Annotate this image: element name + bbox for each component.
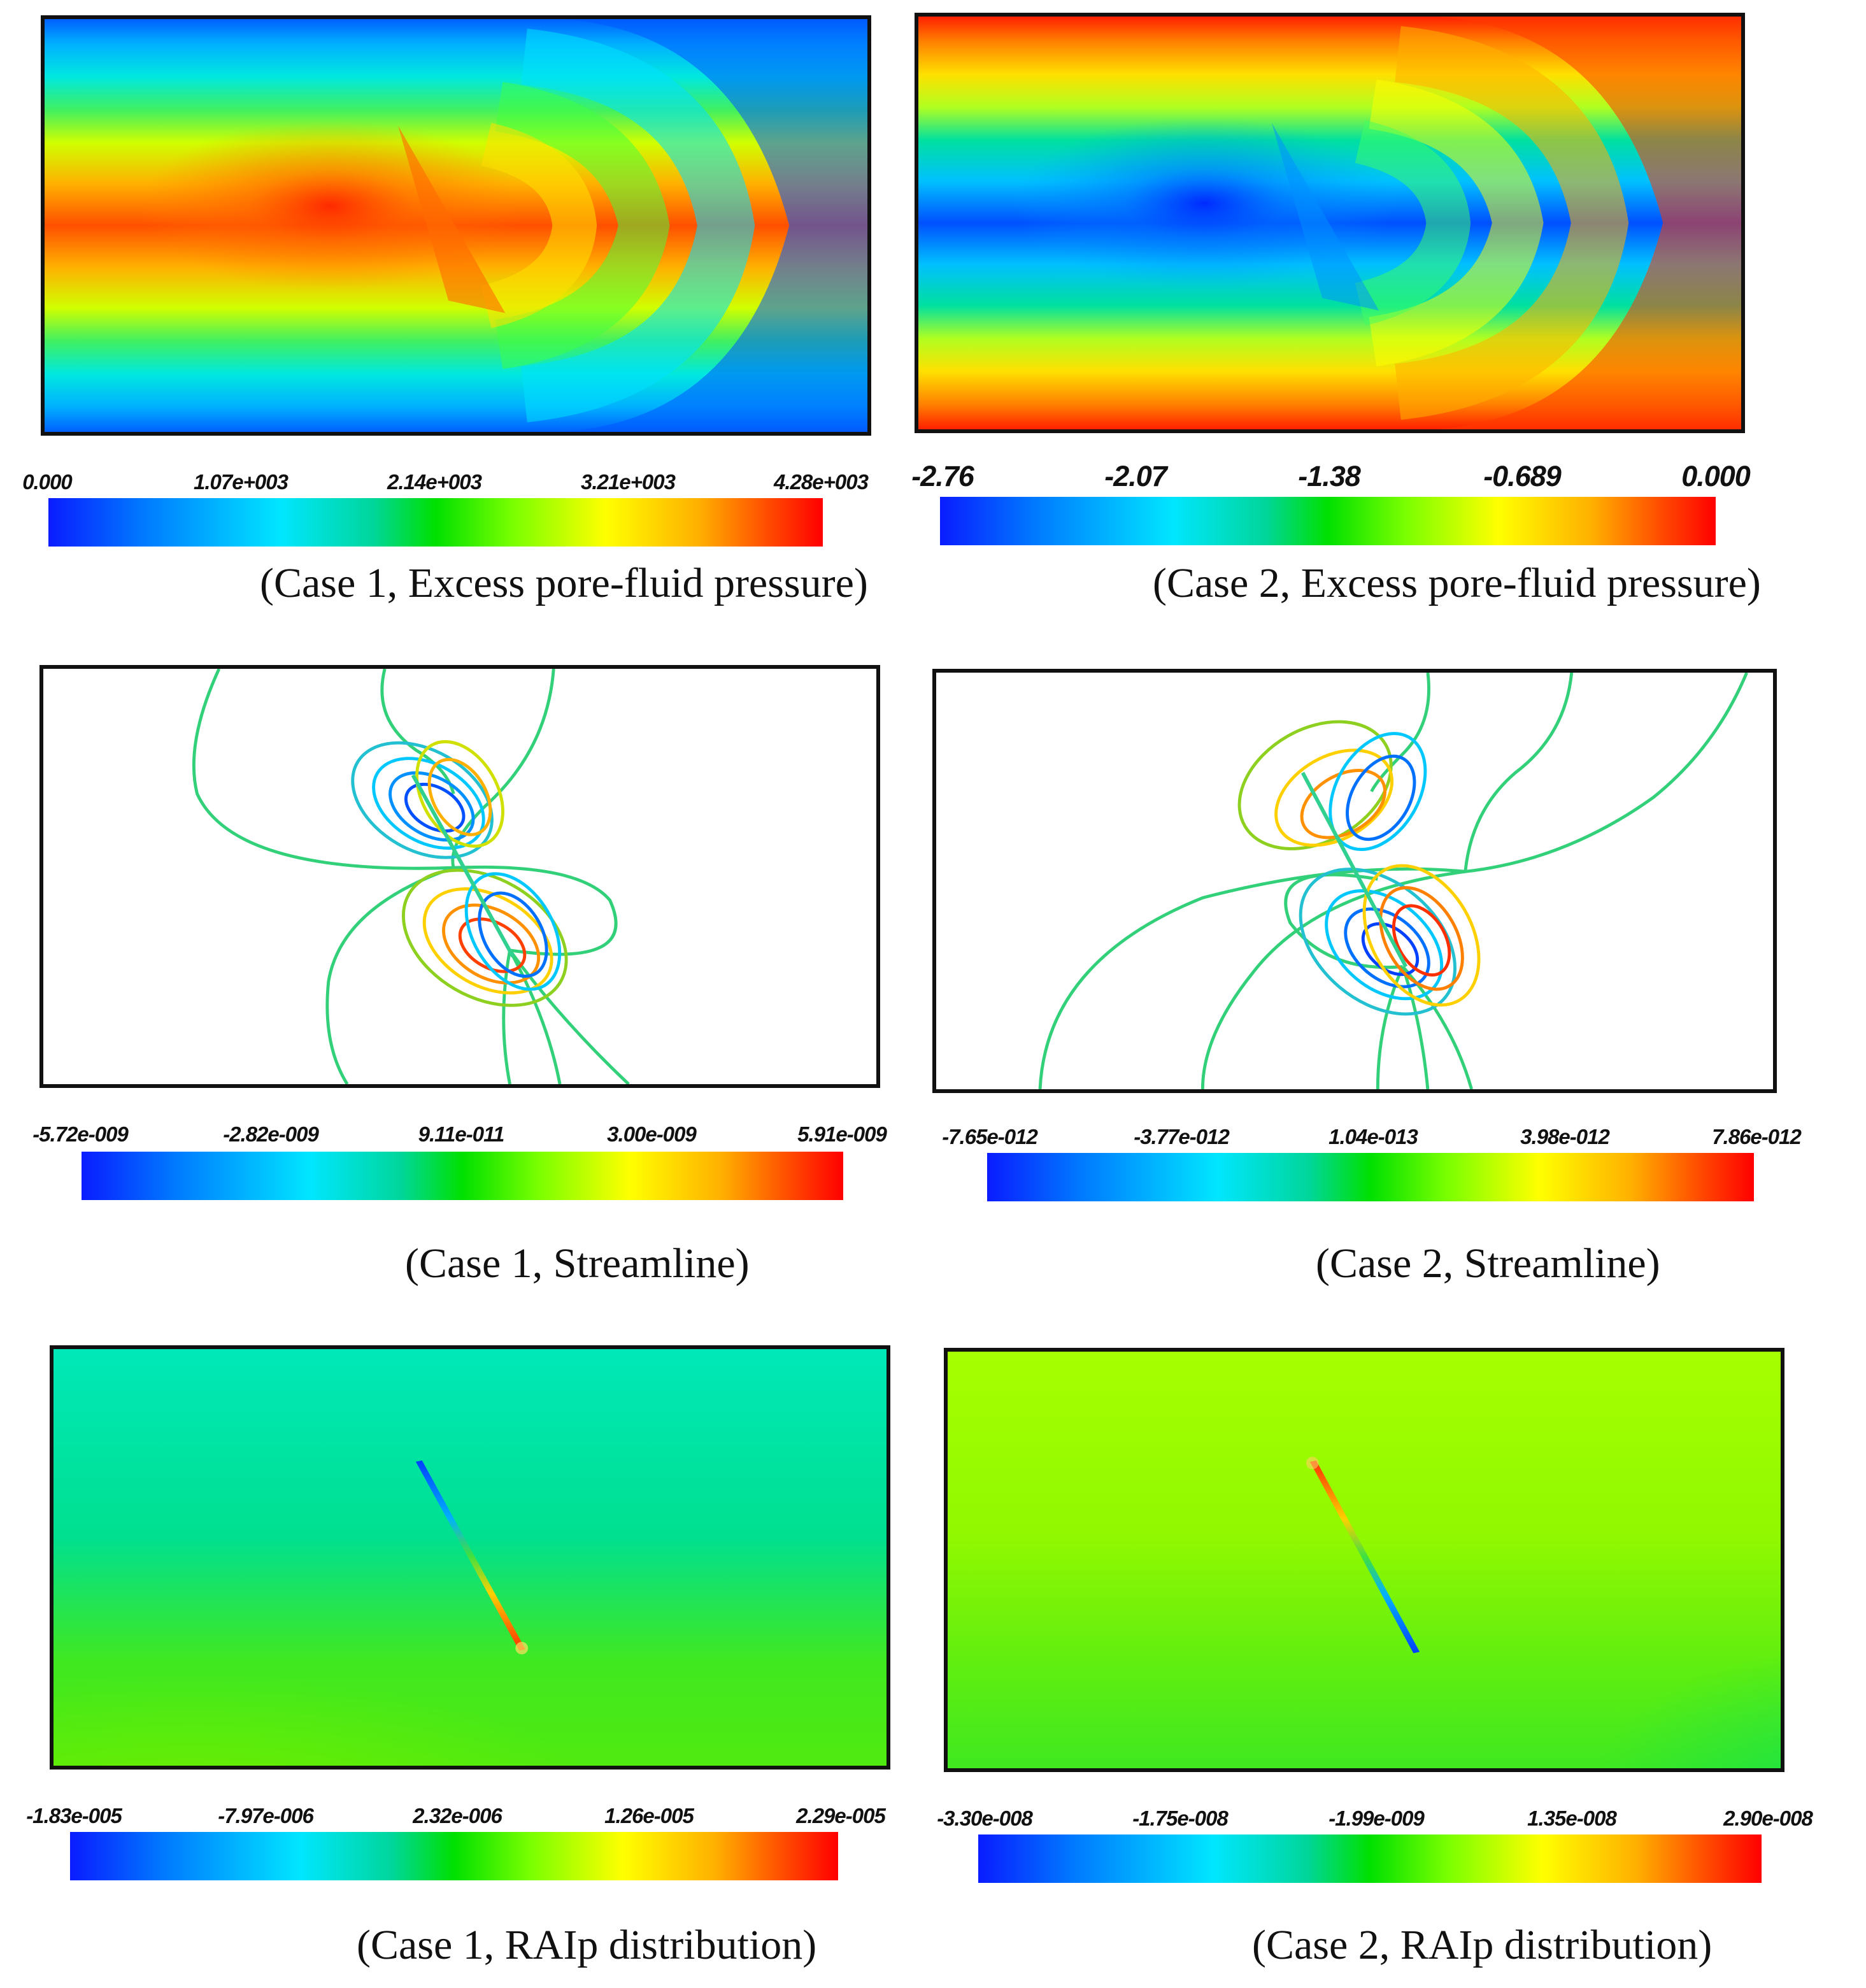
colorbar-tick: 2.29e-005 (796, 1804, 886, 1827)
colorbar-tick: 2.90e-008 (1723, 1806, 1813, 1830)
case2-raip-colorbar-ticks: -3.30e-008 -1.75e-008 -1.99e-009 1.35e-0… (937, 1806, 1813, 1838)
colorbar-tick: -1.99e-009 (1328, 1806, 1425, 1830)
case1-streamline-colorbar (82, 1152, 843, 1200)
colorbar-tick: 0.000 (22, 470, 73, 494)
case1-raip-image (53, 1349, 887, 1766)
case1-pressure-colorbar (48, 498, 823, 547)
case2-streamline-colorbar-ticks: -7.65e-012 -3.77e-012 1.04e-013 3.98e-01… (942, 1125, 1802, 1157)
case2-pressure-caption: (Case 2, Excess pore-fluid pressure) (1153, 560, 1761, 606)
colorbar-tick: -5.72e-009 (32, 1122, 129, 1146)
colorbar-tick: 3.00e-009 (607, 1122, 697, 1146)
colorbar-tick: 2.32e-006 (413, 1804, 502, 1827)
colorbar-tick: -2.76 (911, 460, 974, 492)
colorbar-tick: 5.91e-009 (797, 1122, 887, 1146)
colorbar-tick: 7.86e-012 (1712, 1125, 1802, 1148)
colorbar-tick: -1.38 (1298, 460, 1361, 492)
case1-pressure-caption: (Case 1, Excess pore-fluid pressure) (260, 560, 868, 606)
case2-pressure-colorbar (940, 497, 1716, 545)
case1-raip-colorbar-ticks: -1.83e-005 -7.97e-006 2.32e-006 1.26e-00… (26, 1804, 886, 1836)
case2-raip-caption: (Case 2, RAIp distribution) (1252, 1922, 1713, 1968)
case2-streamline-colorbar (987, 1153, 1754, 1201)
colorbar-tick: -3.30e-008 (937, 1806, 1033, 1830)
case1-streamline-colorbar-ticks: -5.72e-009 -2.82e-009 9.11e-011 3.00e-00… (32, 1122, 887, 1154)
case1-raip-field (50, 1345, 890, 1770)
colorbar-tick: 1.35e-008 (1527, 1806, 1617, 1830)
colorbar-tick: -2.82e-009 (223, 1122, 319, 1146)
case1-pressure-colorbar-ticks: 0.000 1.07e+003 2.14e+003 3.21e+003 4.28… (22, 470, 869, 502)
colorbar-tick: 1.07e+003 (194, 470, 288, 494)
colorbar-tick: 3.98e-012 (1520, 1125, 1610, 1148)
case2-raip-colorbar (978, 1834, 1762, 1883)
case1-streamline-caption: (Case 1, Streamline) (405, 1240, 750, 1287)
case1-streamline-field (39, 665, 880, 1088)
colorbar-tick: 1.26e-005 (604, 1804, 694, 1827)
case2-pressure-image (918, 17, 1741, 429)
colorbar-tick: 9.11e-011 (418, 1122, 505, 1146)
colorbar-tick: 0.000 (1681, 460, 1751, 492)
case1-raip-caption: (Case 1, RAIp distribution) (357, 1922, 817, 1968)
colorbar-tick: -2.07 (1104, 460, 1167, 492)
colorbar-tick: 2.14e+003 (387, 470, 482, 494)
colorbar-tick: -7.65e-012 (942, 1125, 1038, 1148)
case2-pressure-colorbar-ticks: -2.76 -2.07 -1.38 -0.689 0.000 (911, 460, 1751, 492)
colorbar-tick: -3.77e-012 (1134, 1125, 1230, 1148)
case1-raip-colorbar (70, 1832, 838, 1880)
colorbar-tick: -1.83e-005 (26, 1804, 122, 1827)
colorbar-tick: -7.97e-006 (218, 1804, 314, 1827)
colorbar-tick: 1.04e-013 (1328, 1125, 1418, 1148)
case2-raip-image (948, 1352, 1781, 1768)
colorbar-tick: 3.21e+003 (581, 470, 676, 494)
case2-streamline-caption: (Case 2, Streamline) (1316, 1240, 1660, 1287)
case2-streamline-field (932, 669, 1777, 1093)
case2-raip-field (944, 1348, 1784, 1772)
case2-pressure-field (915, 13, 1745, 433)
case1-streamline-image (192, 669, 630, 1084)
colorbar-tick: -1.75e-008 (1132, 1806, 1229, 1830)
colorbar-tick: 4.28e+003 (774, 470, 869, 494)
colorbar-tick: -0.689 (1483, 460, 1562, 492)
case1-pressure-field (41, 15, 871, 436)
case1-pressure-image (45, 19, 867, 432)
case2-streamline-image (1038, 673, 1748, 1089)
